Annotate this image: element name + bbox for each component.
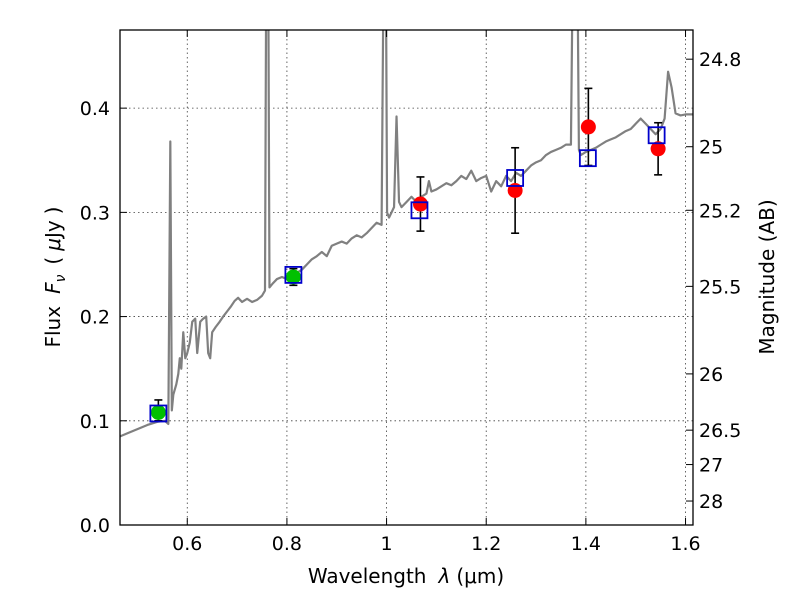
model-spectrum-line (120, 30, 693, 438)
photometry-point (150, 404, 166, 420)
magnitude-tick-label: 25.5 (699, 276, 741, 298)
x-axis: 0.6 0.8 1 1.2 1.4 1.6 (172, 30, 701, 555)
model-band-square (149, 404, 168, 423)
photometry-point (650, 141, 666, 157)
model-band-square (284, 265, 303, 284)
model-band-square (578, 149, 597, 168)
x-tick-label: 0.8 (272, 533, 302, 555)
x-tick-label: 0.6 (172, 533, 202, 555)
magnitude-tick-label: 24.8 (699, 49, 741, 71)
x-tick-label: 1.6 (670, 533, 700, 555)
photometry-point (580, 119, 596, 135)
plot-area (120, 30, 693, 438)
magnitude-tick-label: 25.2 (699, 200, 741, 222)
model-band-square (506, 169, 525, 187)
x-tick-label: 1.4 (571, 533, 601, 555)
y-tick-label: 0.2 (80, 307, 110, 329)
magnitude-tick-label: 27 (699, 455, 723, 477)
x-axis-label: Wavelength λ (μm) (308, 564, 504, 588)
magnitude-axis-label: Magnitude (AB) (755, 199, 779, 354)
photometry-point (285, 269, 301, 285)
y-axis: 0.0 0.1 0.2 0.3 0.4 (80, 98, 127, 537)
plot-background (120, 30, 693, 525)
model-band-square (410, 201, 429, 220)
y-tick-label: 0.1 (80, 411, 110, 433)
plot-frame (119, 29, 694, 526)
magnitude-tick-label: 26 (699, 364, 723, 386)
y-tick-label: 0.3 (80, 202, 110, 224)
model-band-square (647, 126, 666, 145)
magnitude-tick-label: 26.5 (699, 420, 741, 442)
x-tick-label: 1 (381, 533, 393, 555)
magnitude-tick-label: 25 (699, 137, 723, 159)
magnitude-tick-label: 28 (699, 491, 723, 513)
y-tick-label: 0.4 (80, 98, 110, 120)
x-tick-label: 1.2 (471, 533, 501, 555)
photometry-point (412, 196, 428, 212)
y-tick-label: 0.0 (80, 515, 110, 537)
magnitude-axis: 24.8 25 25.2 25.5 26 26.5 27 28 (686, 49, 741, 513)
data-marks (149, 87, 666, 423)
y-axis-label: FluxFν(μJy) (41, 206, 69, 347)
